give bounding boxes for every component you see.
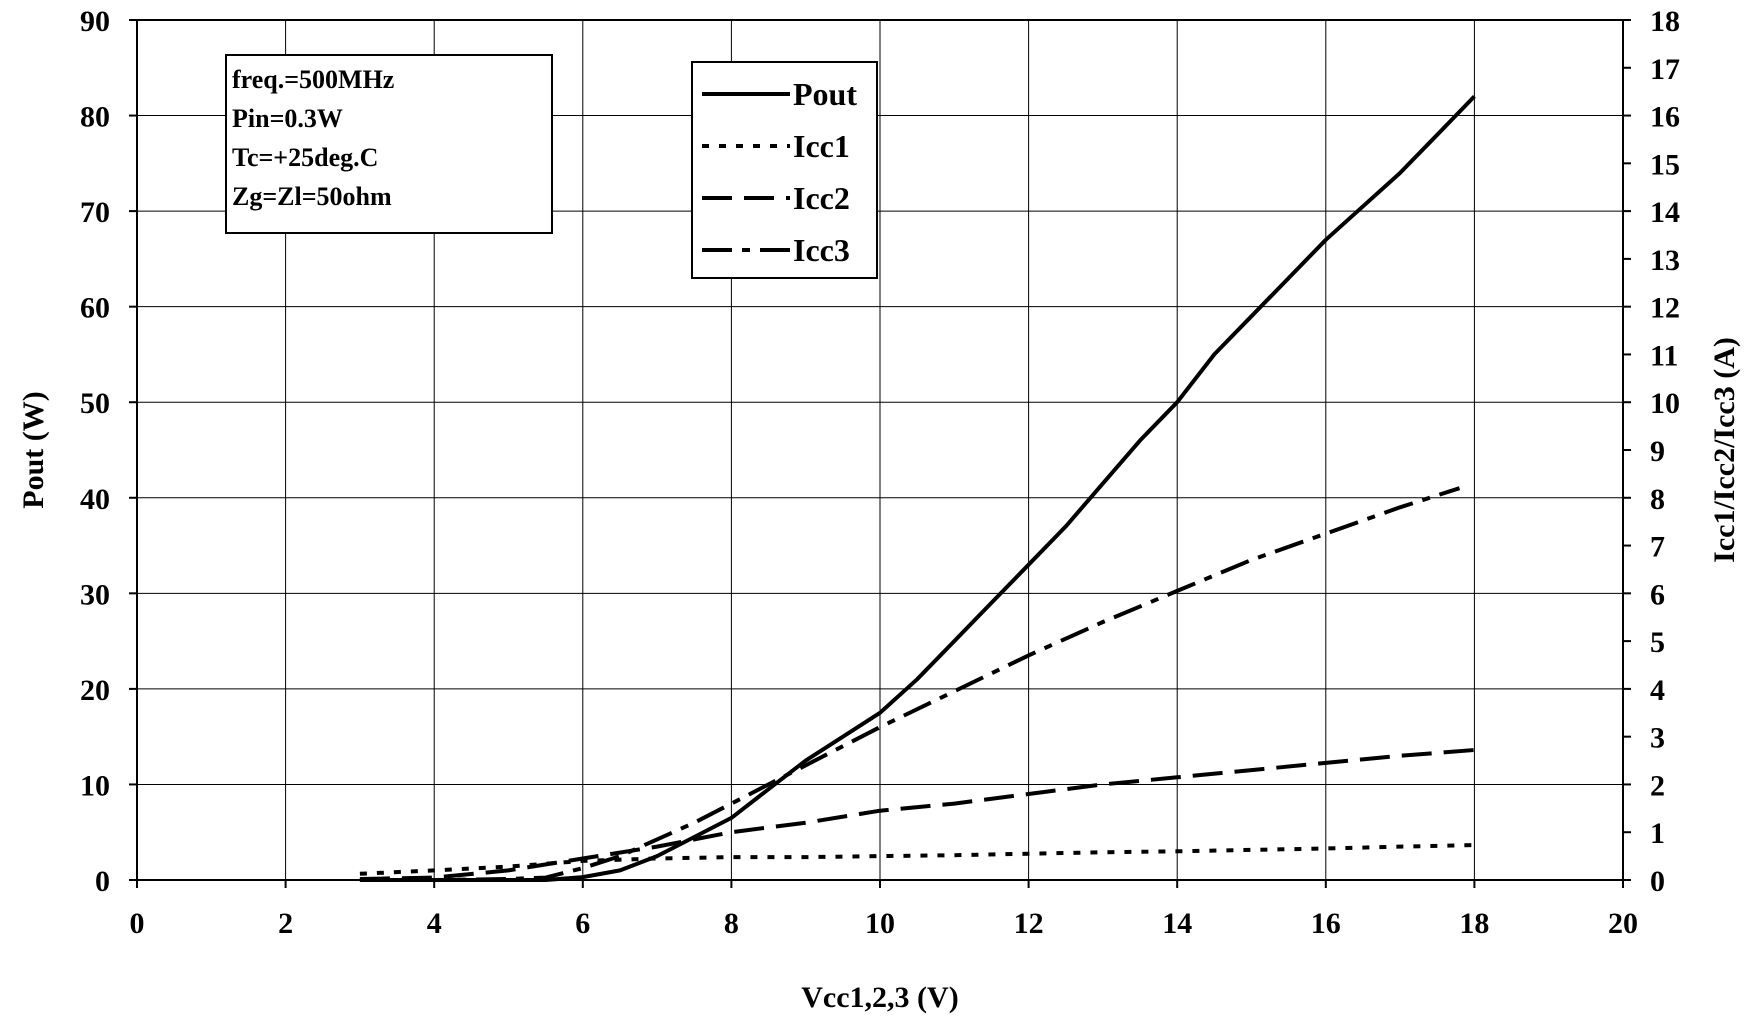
y2-tick-label-4: 4: [1650, 674, 1665, 707]
x-tick-label-9: 18: [1459, 907, 1489, 940]
y2-tick-label-14: 14: [1650, 196, 1680, 229]
legend: Pout Icc1 Icc2 Icc3: [691, 61, 878, 279]
y-tick-labels: 0 10 20 30 40 50 60 70 80 90: [80, 5, 137, 898]
legend-item-icc2: Icc2: [702, 180, 850, 216]
y-tick-label-7: 70: [80, 196, 110, 229]
legend-item-pout: Pout: [702, 76, 857, 112]
series-line-pout: [359, 95, 1476, 882]
condition-input-power: Pin=0.3W: [232, 104, 343, 133]
x-tick-label-8: 16: [1311, 907, 1341, 940]
legend-label-icc2: Icc2: [793, 180, 850, 216]
condition-impedance: Zg=Zl=50ohm: [232, 182, 392, 211]
series-line-icc3: [359, 486, 1461, 882]
y2-tick-label-18: 18: [1650, 5, 1680, 38]
series-layer: [359, 95, 1476, 882]
y-axis-title: Pout (W): [17, 391, 50, 508]
series-line-icc2: [359, 748, 1475, 881]
x-tick-label-4: 8: [724, 907, 739, 940]
y2-tick-label-17: 17: [1650, 53, 1680, 86]
y2-tick-label-12: 12: [1650, 292, 1680, 325]
y2-tick-label-3: 3: [1650, 722, 1665, 755]
legend-frame: [691, 61, 878, 279]
y2-tick-label-9: 9: [1650, 435, 1665, 468]
x-tick-label-10: 20: [1608, 907, 1638, 940]
y2-tick-label-0: 0: [1650, 865, 1665, 898]
y-tick-label-1: 10: [80, 769, 110, 802]
y-tick-label-2: 20: [80, 674, 110, 707]
y-tick-label-8: 80: [80, 101, 110, 134]
y2-tick-label-13: 13: [1650, 244, 1680, 277]
x-axis-title: Vcc1,2,3 (V): [801, 981, 958, 1014]
y2-axis-title: Icc1/Icc2/Icc3 (A): [1708, 337, 1741, 563]
conditions-box: freq.=500MHz Pin=0.3W Tc=+25deg.C Zg=Zl=…: [225, 54, 553, 234]
legend-label-pout: Pout: [793, 76, 857, 112]
conditions-box-frame: [225, 54, 553, 234]
legend-item-icc1: Icc1: [702, 128, 850, 164]
legend-item-icc3: Icc3: [702, 232, 850, 268]
y2-tick-label-2: 2: [1650, 769, 1665, 802]
y-tick-label-5: 50: [80, 387, 110, 420]
y2-tick-label-16: 16: [1650, 101, 1680, 134]
x-tick-label-6: 12: [1014, 907, 1044, 940]
x-tick-label-5: 10: [865, 907, 895, 940]
legend-label-icc1: Icc1: [793, 128, 850, 164]
y2-tick-label-5: 5: [1650, 626, 1665, 659]
y-tick-label-0: 0: [95, 865, 110, 898]
y2-tick-label-15: 15: [1650, 148, 1680, 181]
x-tick-labels: 0 2 4 6 8 10 12 14 16 18 20: [130, 880, 1638, 940]
y2-tick-label-1: 1: [1650, 817, 1665, 850]
y2-tick-label-7: 7: [1650, 531, 1665, 564]
x-tick-label-7: 14: [1162, 907, 1192, 940]
y-tick-label-4: 40: [80, 483, 110, 516]
y-tick-label-9: 90: [80, 5, 110, 38]
y2-tick-label-8: 8: [1650, 483, 1665, 516]
y2-tick-label-10: 10: [1650, 387, 1680, 420]
x-tick-label-2: 4: [427, 907, 442, 940]
y-tick-label-6: 60: [80, 292, 110, 325]
y2-tick-label-6: 6: [1650, 578, 1665, 611]
x-tick-label-3: 6: [575, 907, 590, 940]
condition-case-temperature: Tc=+25deg.C: [232, 143, 378, 172]
legend-label-icc3: Icc3: [793, 232, 850, 268]
x-tick-label-1: 2: [278, 907, 293, 940]
condition-frequency: freq.=500MHz: [232, 65, 394, 94]
x-tick-label-0: 0: [130, 907, 145, 940]
y-tick-label-3: 30: [80, 578, 110, 611]
y2-tick-label-11: 11: [1650, 339, 1678, 372]
